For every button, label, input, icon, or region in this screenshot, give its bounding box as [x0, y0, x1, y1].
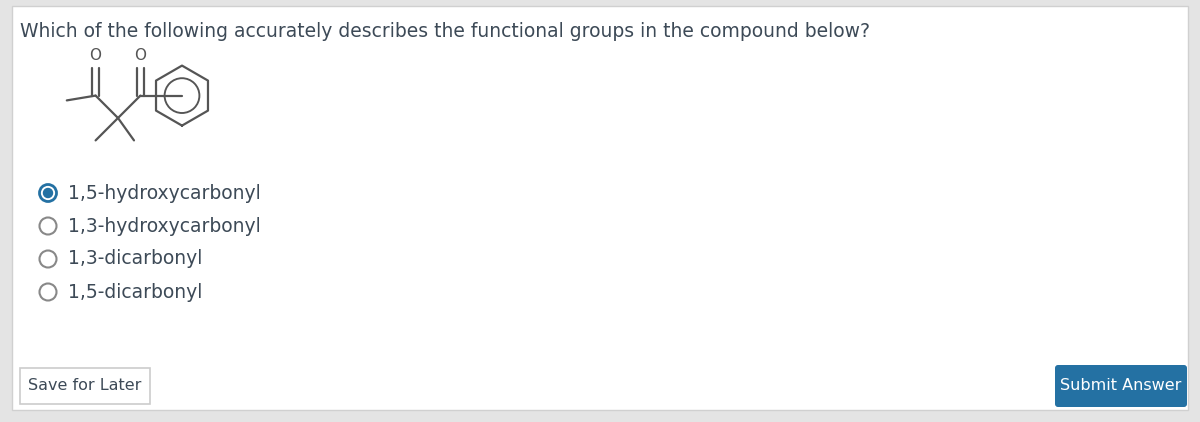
FancyBboxPatch shape: [1055, 365, 1187, 407]
Text: Which of the following accurately describes the functional groups in the compoun: Which of the following accurately descri…: [20, 22, 870, 41]
FancyBboxPatch shape: [12, 6, 1188, 410]
Text: O: O: [90, 49, 102, 63]
Text: 1,5-hydroxycarbonyl: 1,5-hydroxycarbonyl: [68, 184, 260, 203]
Text: 1,3-dicarbonyl: 1,3-dicarbonyl: [68, 249, 203, 268]
Text: O: O: [134, 49, 146, 63]
Text: 1,5-dicarbonyl: 1,5-dicarbonyl: [68, 282, 203, 301]
Circle shape: [43, 189, 53, 197]
FancyBboxPatch shape: [20, 368, 150, 404]
Text: Save for Later: Save for Later: [29, 379, 142, 393]
Text: Submit Answer: Submit Answer: [1061, 379, 1182, 393]
Text: 1,3-hydroxycarbonyl: 1,3-hydroxycarbonyl: [68, 216, 260, 235]
